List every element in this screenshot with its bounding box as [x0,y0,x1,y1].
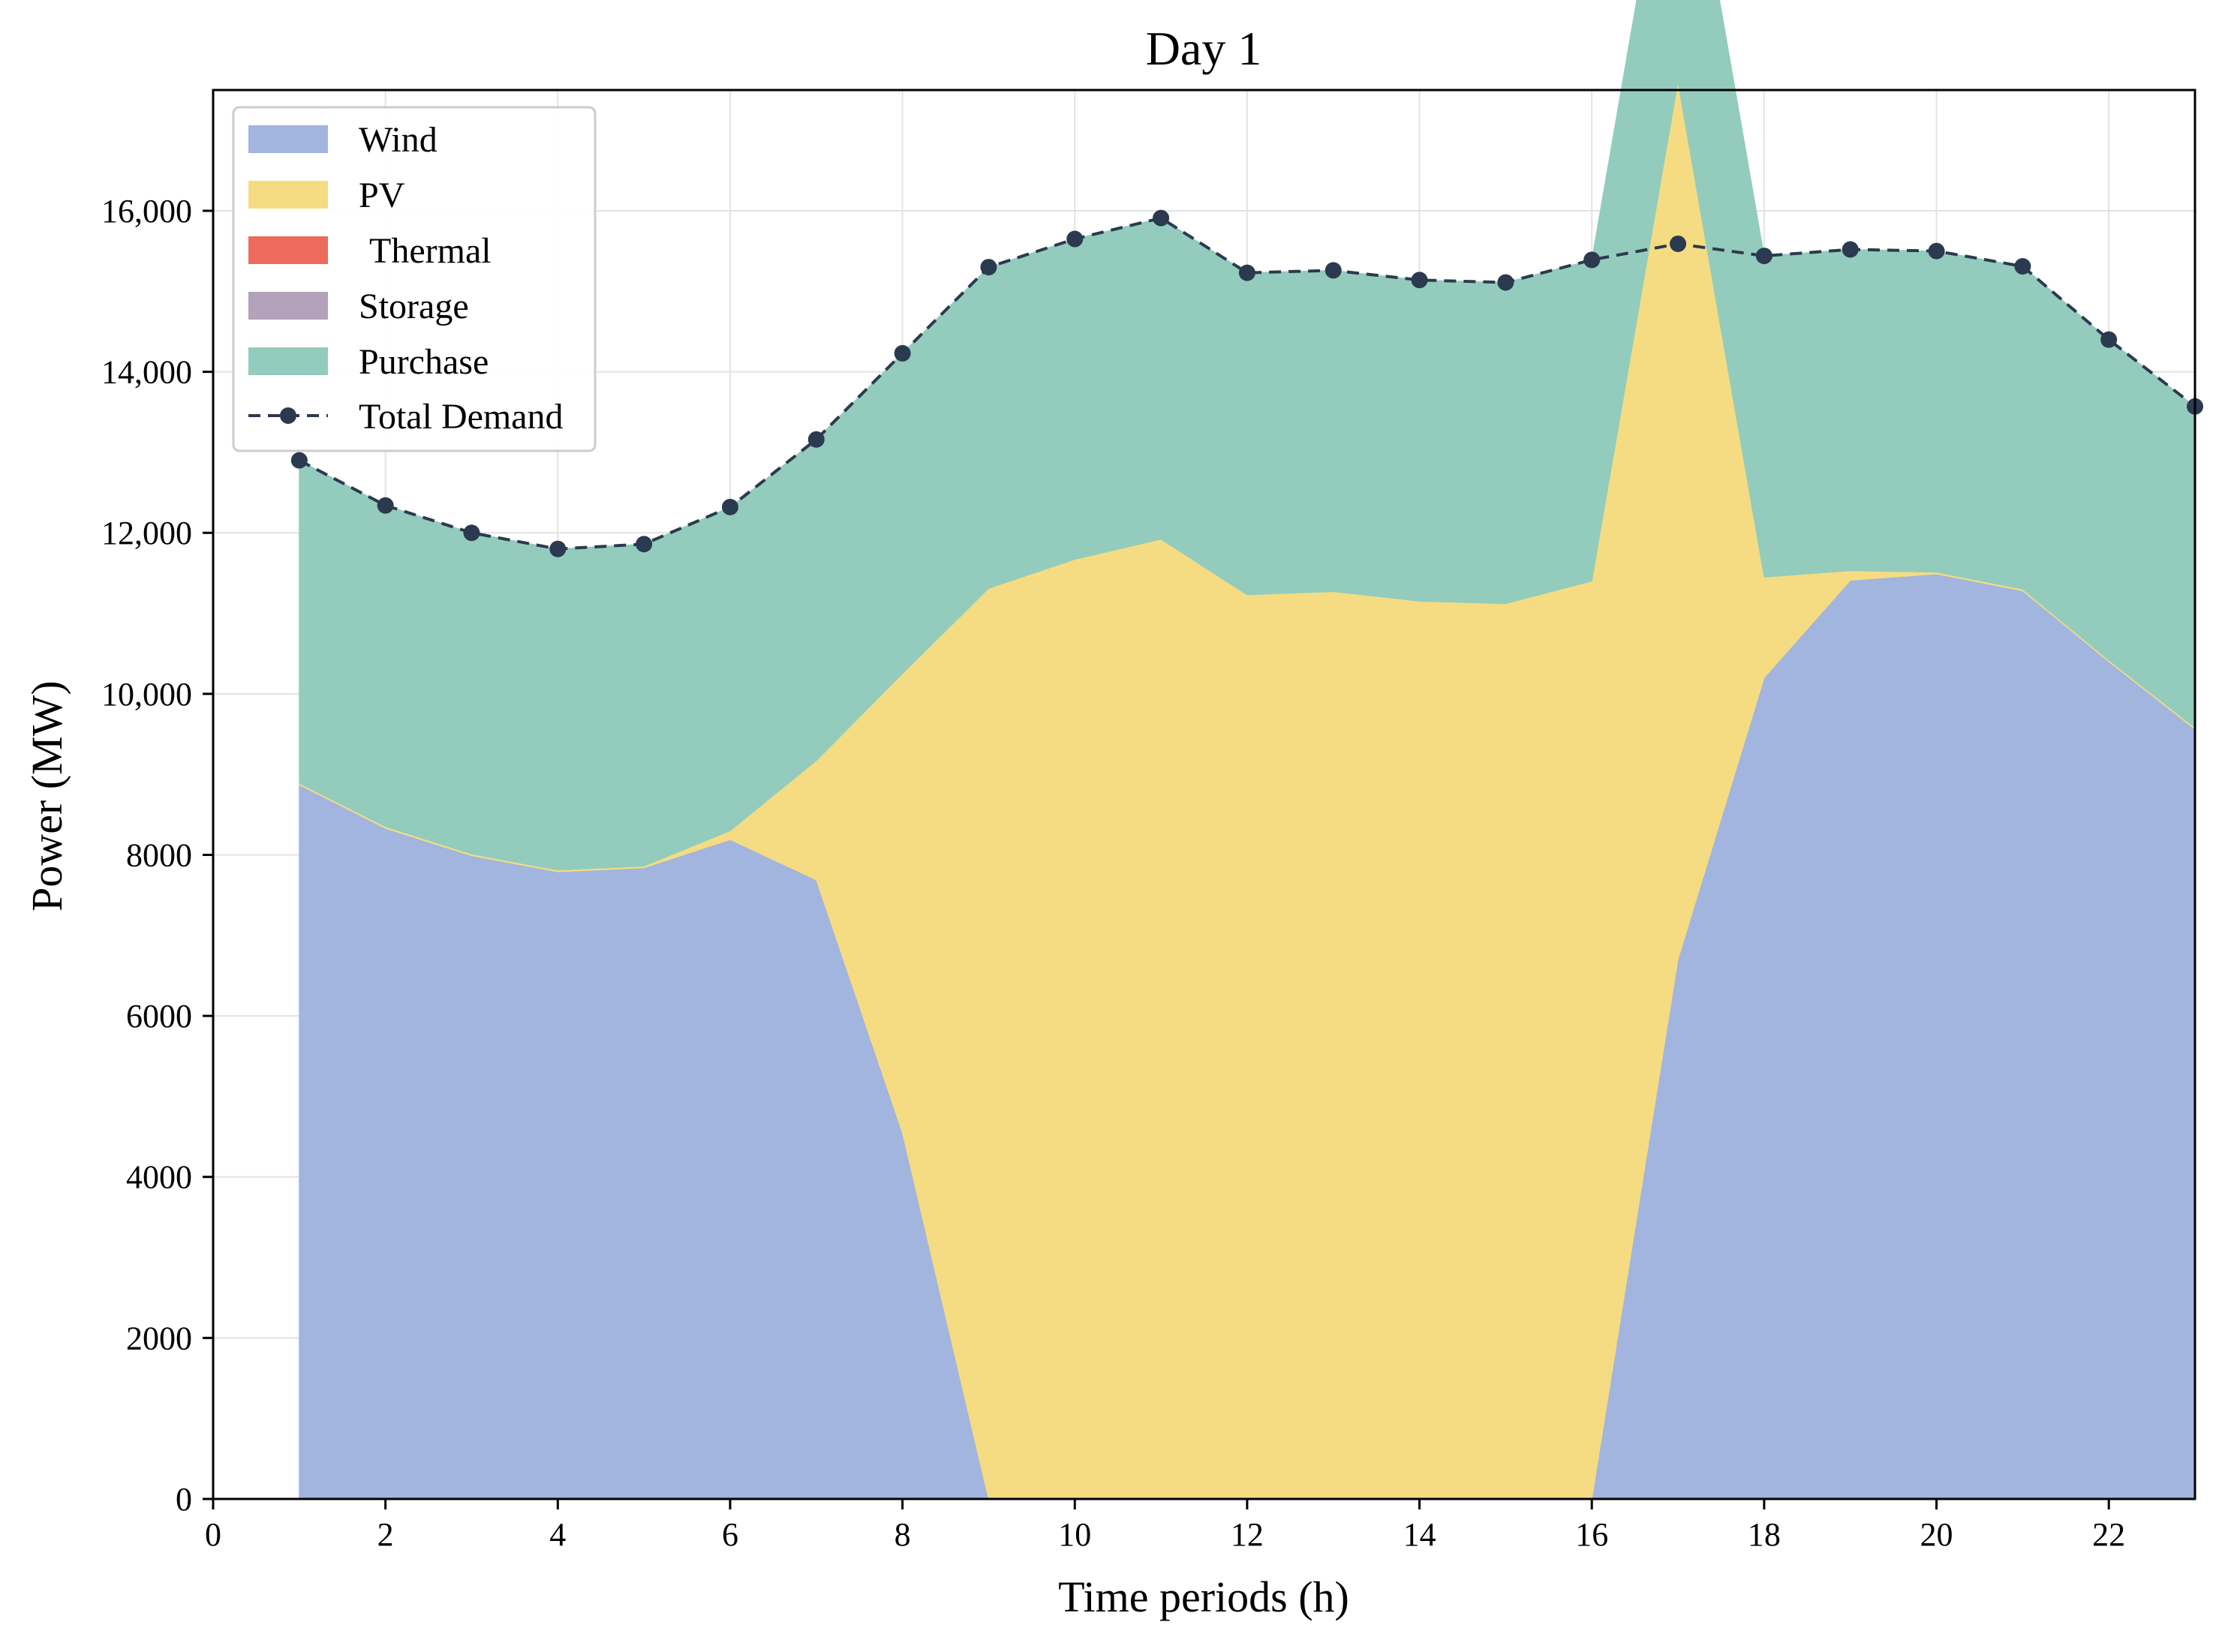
point-total-demand [1411,272,1428,289]
legend-swatch-storage [248,292,328,320]
x-tick-label: 4 [549,1516,566,1553]
plot-frame [212,89,2196,1500]
x-tick-label: 8 [895,1516,911,1553]
point-total-demand [807,431,825,448]
legend-label-wind: Wind [359,120,437,160]
point-total-demand [1153,209,1170,227]
legend-swatch-thermal [248,236,328,264]
point-total-demand [894,344,911,362]
line-total-demand [298,216,2196,551]
x-tick-label: 16 [1575,1516,1608,1553]
y-tick-label: 0 [176,1481,192,1518]
legend-label-total-demand: Total Demand [359,397,564,437]
point-total-demand [1238,264,1255,281]
x-tick-label: 18 [1748,1516,1781,1553]
x-axis-label: Time periods (h) [1058,1572,1349,1621]
point-total-demand [721,498,738,515]
y-tick-label: 2000 [126,1320,192,1356]
x-tick-label: 12 [1231,1516,1264,1553]
point-total-demand [1497,274,1514,291]
x-tick-label: 6 [722,1516,738,1553]
point-total-demand [2014,258,2031,275]
axis-ticks: 0 2 4 6 8 10 12 14 16 18 20 22 0 2000 4000 6000 8000 10,0… [101,193,2125,1553]
total-demand-line [290,209,2203,557]
legend-label-pv: PV [359,176,405,215]
point-total-demand [463,524,480,542]
point-total-demand [1928,242,1945,260]
y-tick-label: 10,000 [101,676,192,713]
x-tick-label: 20 [1920,1516,1953,1553]
chart-title: Day 1 [1146,22,1262,75]
point-total-demand [1842,241,1859,258]
point-total-demand [2100,331,2118,348]
point-total-demand [1670,235,1687,252]
x-tick-label: 14 [1403,1516,1436,1553]
x-tick-label: 22 [2092,1516,2125,1553]
x-tick-label: 2 [377,1516,394,1553]
point-total-demand [636,536,653,553]
point-total-demand [549,540,567,557]
y-tick-label: 4000 [126,1159,192,1196]
legend-swatch-wind [248,125,328,153]
y-tick-label: 6000 [126,998,192,1035]
point-total-demand [377,497,394,514]
point-total-demand [1324,262,1342,279]
point-total-demand [1583,251,1601,269]
x-tick-label: 0 [205,1516,221,1553]
point-total-demand [980,259,997,276]
legend-label-storage: Storage [359,287,469,326]
legend-label-thermal: Thermal [369,231,492,271]
legend-label-purchase: Purchase [359,342,489,382]
legend-swatch-purchase [248,347,328,375]
y-tick-label: 14,000 [101,354,192,391]
y-tick-label: 8000 [126,837,192,873]
y-tick-label: 12,000 [101,515,192,551]
point-total-demand [1755,248,1772,265]
point-total-demand [290,452,308,469]
legend-marker-total-demand [280,407,296,424]
y-axis-label: Power (MW) [23,680,71,912]
legend: Wind PV Thermal Storage Purchase Total D… [232,106,597,452]
point-total-demand [1066,230,1084,248]
y-tick-label: 16,000 [101,193,192,230]
x-tick-label: 10 [1058,1516,1091,1553]
legend-swatch-pv [248,181,328,209]
